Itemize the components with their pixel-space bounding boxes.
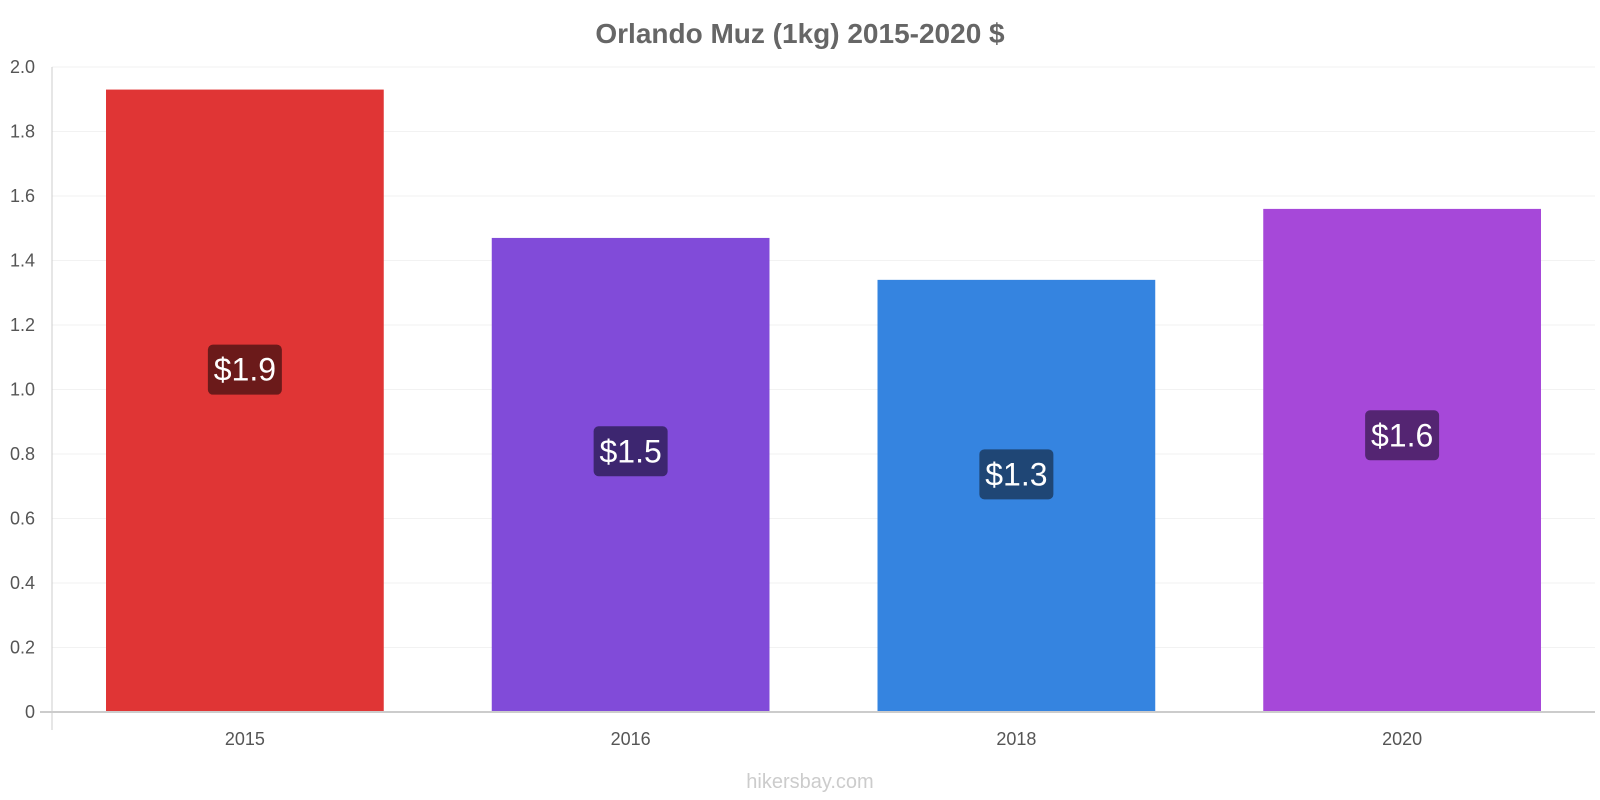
x-axis: 2015 2016 2018 2020 xyxy=(40,711,1595,749)
data-label: $1.3 xyxy=(985,456,1047,492)
x-tick-label: 2016 xyxy=(611,729,651,749)
data-label-box xyxy=(593,426,668,477)
y-tick-label: 1.4 xyxy=(10,251,35,271)
x-tick-label: 2020 xyxy=(1382,729,1422,749)
bar xyxy=(1263,208,1541,712)
y-tick-label: 0.4 xyxy=(10,573,35,593)
chart-title: Orlando Muz (1kg) 2015-2020 $ xyxy=(595,18,1005,49)
x-tick-label: 2015 xyxy=(225,729,265,749)
data-label-box xyxy=(207,344,282,395)
data-label: $1.5 xyxy=(599,433,661,469)
y-tick-label: 1.8 xyxy=(10,122,35,142)
y-tick-label: 2.0 xyxy=(10,57,35,77)
y-tick-label: 0.6 xyxy=(10,509,35,529)
source-credit: hikersbay.com xyxy=(746,771,873,793)
y-tick-label: 1.6 xyxy=(10,186,35,206)
x-tick-label: 2018 xyxy=(996,729,1036,749)
data-label-box xyxy=(979,449,1054,500)
y-tick-label: 1.0 xyxy=(10,380,35,400)
data-label-box xyxy=(1365,410,1440,461)
bar xyxy=(106,89,384,712)
bars: $1.9 $1.5 $1.3 $1.6 xyxy=(106,89,1541,713)
y-tick-label: 0 xyxy=(25,702,35,722)
y-tick-label: 0.2 xyxy=(10,638,35,658)
y-tick-label: 0.8 xyxy=(10,444,35,464)
data-label: $1.6 xyxy=(1371,417,1433,453)
y-axis: 0 0.2 0.4 0.6 0.8 1.0 1.2 1.4 1.6 1.8 2.0 xyxy=(10,57,53,730)
data-label: $1.9 xyxy=(214,352,276,388)
y-tick-label: 1.2 xyxy=(10,315,35,335)
